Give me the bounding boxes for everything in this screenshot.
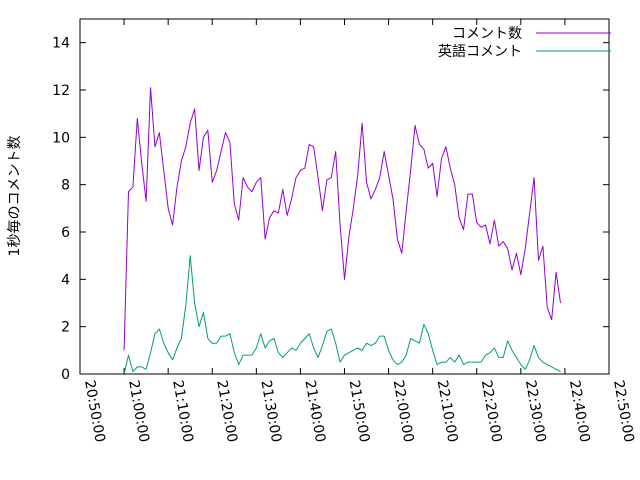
y-tick-label: 4	[61, 272, 70, 288]
y-tick-label: 2	[61, 320, 70, 336]
plot-frame	[79, 18, 610, 375]
y-tick-label: 0	[61, 367, 70, 383]
y-tick-label: 8	[61, 178, 70, 194]
series-lines	[123, 87, 562, 375]
legend-label: 英語コメント	[438, 43, 522, 60]
series-line-1	[123, 255, 561, 375]
y-tick-label: 10	[52, 130, 70, 146]
y-tick-label: 6	[61, 225, 70, 241]
y-tick-label: 14	[52, 36, 70, 52]
y-axis-label: 1秒毎のコメント数	[7, 136, 23, 257]
series-line-0	[123, 87, 562, 351]
legend-label: コメント数	[452, 26, 522, 42]
y-tick-label: 12	[52, 83, 70, 99]
